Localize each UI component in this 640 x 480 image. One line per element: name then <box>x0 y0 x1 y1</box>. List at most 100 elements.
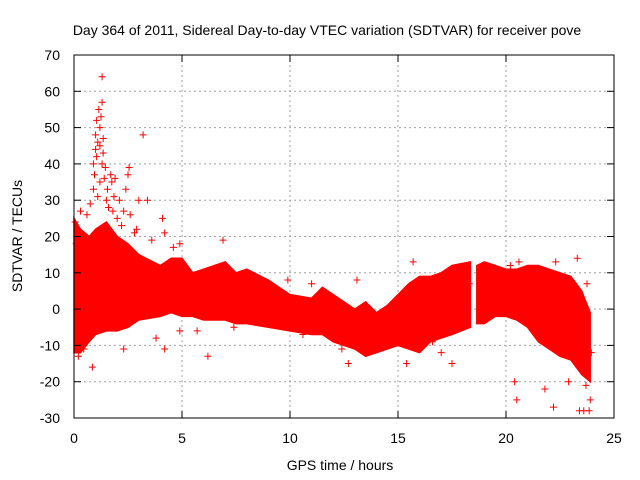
data-point <box>92 145 100 153</box>
data-point <box>582 381 590 389</box>
data-point <box>176 240 184 248</box>
data-point <box>448 360 456 368</box>
data-point <box>98 160 106 168</box>
data-point <box>93 153 101 161</box>
data-point <box>230 323 238 331</box>
data-point <box>139 131 147 139</box>
data-point <box>113 214 121 222</box>
data-point <box>80 345 88 353</box>
x-tick-labels: 0 5 10 15 20 25 <box>70 430 622 446</box>
data-point <box>344 360 352 368</box>
data-point <box>429 338 437 346</box>
data-point <box>353 276 361 284</box>
data-point <box>107 171 115 179</box>
data-point <box>103 185 111 193</box>
data-point <box>89 160 97 168</box>
data-point <box>587 349 595 357</box>
data-point <box>521 291 529 299</box>
data-point <box>513 396 521 404</box>
data-point <box>91 171 99 179</box>
data-point <box>585 407 593 415</box>
data-point <box>71 218 79 226</box>
data-point <box>338 345 346 353</box>
data-point <box>125 164 133 172</box>
y-tick-label: 10 <box>44 265 60 281</box>
data-point <box>101 164 109 172</box>
data-point <box>98 73 106 81</box>
data-point <box>284 276 292 284</box>
data-point <box>111 174 119 182</box>
data-point <box>96 178 104 186</box>
data-point <box>219 236 227 244</box>
data-point <box>93 116 101 124</box>
data-point <box>83 211 91 219</box>
data-point <box>148 236 156 244</box>
data-band-segment <box>476 261 591 384</box>
data-point <box>269 312 277 320</box>
x-tick-label: 0 <box>70 430 78 446</box>
data-point <box>193 327 201 335</box>
data-point <box>120 207 128 215</box>
data-point <box>308 280 316 288</box>
data-points-outliers <box>71 73 595 415</box>
data-point <box>110 193 118 201</box>
data-point <box>100 174 108 182</box>
data-point <box>99 149 107 157</box>
data-point <box>420 334 428 342</box>
data-point <box>130 229 138 237</box>
y-tick-label: 50 <box>44 120 60 136</box>
data-point <box>565 378 573 386</box>
x-axis-label: GPS time / hours <box>287 457 394 473</box>
data-point <box>152 334 160 342</box>
data-point <box>122 185 130 193</box>
grid-lines <box>74 55 614 418</box>
data-point <box>135 196 143 204</box>
data-point <box>120 345 128 353</box>
data-point <box>99 134 107 142</box>
data-point <box>76 207 84 215</box>
data-point <box>89 185 97 193</box>
y-tick-labels: -30 -20 -10 0 10 20 30 40 50 60 70 <box>40 47 60 426</box>
y-tick-label: 60 <box>44 83 60 99</box>
data-point <box>124 171 132 179</box>
axis-ticks <box>73 54 615 419</box>
data-band-segment <box>73 215 472 358</box>
data-point <box>159 214 167 222</box>
data-point <box>437 349 445 357</box>
data-point <box>511 378 519 386</box>
y-tick-label: -30 <box>40 410 60 426</box>
data-point <box>541 385 549 393</box>
y-tick-label: 0 <box>52 301 60 317</box>
data-point <box>118 222 126 230</box>
y-tick-label: 20 <box>44 229 60 245</box>
data-point <box>176 327 184 335</box>
data-point <box>74 352 82 360</box>
data-point <box>169 243 177 251</box>
data-point <box>204 352 212 360</box>
x-tick-label: 5 <box>178 430 186 446</box>
data-point <box>409 258 417 266</box>
chart-title: Day 364 of 2011, Sidereal Day-to-day VTE… <box>73 22 582 38</box>
data-points-dense-band <box>73 215 591 384</box>
data-point <box>94 138 102 146</box>
data-point <box>115 196 123 204</box>
data-point <box>463 287 471 295</box>
data-point <box>97 113 105 121</box>
data-point <box>403 360 411 368</box>
y-axis-label: SDTVAR / TECUs <box>9 180 25 292</box>
data-point <box>133 225 141 233</box>
data-point <box>88 363 96 371</box>
y-tick-label: -20 <box>40 374 60 390</box>
data-point <box>583 280 591 288</box>
data-point <box>105 203 113 211</box>
y-tick-label: 30 <box>44 192 60 208</box>
data-point <box>161 229 169 237</box>
data-point <box>102 196 110 204</box>
data-point <box>515 258 523 266</box>
y-tick-label: 70 <box>44 47 60 63</box>
data-point <box>92 131 100 139</box>
data-point <box>530 309 538 317</box>
data-point <box>573 254 581 262</box>
data-point <box>552 258 560 266</box>
